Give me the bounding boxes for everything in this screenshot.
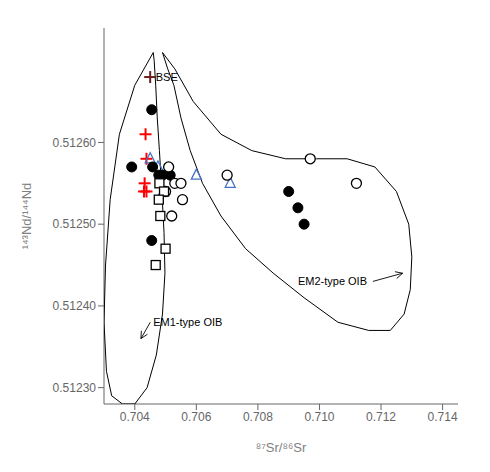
svg-text:¹⁴³Nd/¹⁴⁴Nd: ¹⁴³Nd/¹⁴⁴Nd bbox=[19, 183, 34, 250]
svg-text:⁸⁷Sr/⁸⁶Sr: ⁸⁷Sr/⁸⁶Sr bbox=[256, 440, 307, 455]
svg-text:0.706: 0.706 bbox=[181, 410, 211, 424]
svg-text:0.714: 0.714 bbox=[428, 410, 458, 424]
svg-text:0.710: 0.710 bbox=[304, 410, 334, 424]
svg-text:0.704: 0.704 bbox=[120, 410, 150, 424]
svg-text:EM1-type OIB: EM1-type OIB bbox=[153, 316, 222, 328]
svg-text:0.712: 0.712 bbox=[366, 410, 396, 424]
svg-text:0.708: 0.708 bbox=[243, 410, 273, 424]
svg-text:0.51240: 0.51240 bbox=[53, 299, 97, 313]
svg-text:0.51230: 0.51230 bbox=[53, 381, 97, 395]
svg-text:0.51250: 0.51250 bbox=[53, 217, 97, 231]
svg-text:EM2-type OIB: EM2-type OIB bbox=[298, 275, 367, 287]
svg-text:0.51260: 0.51260 bbox=[53, 136, 97, 150]
svg-text:BSE: BSE bbox=[156, 71, 178, 83]
